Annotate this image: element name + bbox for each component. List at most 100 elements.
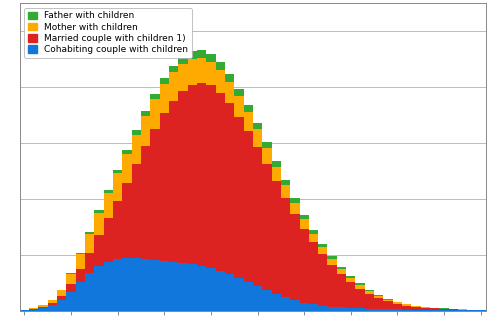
Bar [197,50,206,58]
Bar [318,244,327,247]
Bar [188,264,197,311]
Bar [374,295,383,296]
Bar [169,100,178,262]
Bar [234,96,244,117]
Bar [85,252,94,273]
Bar [197,58,206,83]
Bar [346,276,355,278]
Bar [234,278,244,311]
Bar [337,274,346,307]
Bar [216,62,225,70]
Bar [48,303,57,305]
Bar [355,289,365,308]
Bar [94,267,104,311]
Bar [244,131,253,282]
Bar [29,309,38,310]
Bar [430,310,439,311]
Bar [38,308,48,311]
Bar [327,265,337,307]
Bar [206,54,216,62]
Bar [337,267,346,269]
Bar [66,292,76,311]
Bar [113,200,122,259]
Bar [327,256,337,259]
Bar [290,198,300,203]
Bar [132,130,141,135]
Bar [122,183,132,258]
Bar [449,309,458,310]
Bar [48,300,57,303]
Bar [38,307,48,308]
Bar [188,59,197,85]
Bar [160,113,169,261]
Bar [104,218,113,262]
Bar [94,213,104,235]
Bar [141,116,150,146]
Bar [150,94,160,99]
Bar [206,268,216,311]
Bar [141,259,150,311]
Bar [262,148,272,164]
Bar [234,89,244,96]
Bar [29,310,38,311]
Bar [337,307,346,311]
Bar [346,308,355,311]
Bar [318,254,327,306]
Bar [281,185,290,198]
Bar [262,290,272,311]
Bar [272,167,281,181]
Bar [206,62,216,85]
Bar [355,284,365,285]
Bar [318,306,327,311]
Bar [393,309,402,311]
Bar [355,308,365,311]
Bar [38,305,48,307]
Bar [365,294,374,309]
Bar [272,161,281,167]
Bar [169,66,178,73]
Bar [281,198,290,297]
Bar [225,274,234,311]
Bar [309,242,318,304]
Bar [48,305,57,311]
Bar [57,300,66,311]
Bar [244,105,253,112]
Bar [272,181,281,294]
Bar [253,129,262,147]
Bar [132,135,141,164]
Bar [141,111,150,116]
Bar [355,285,365,289]
Bar [383,300,393,301]
Bar [122,258,132,311]
Bar [66,273,76,274]
Bar [411,306,421,307]
Bar [272,294,281,311]
Bar [411,305,421,306]
Bar [76,282,85,311]
Bar [76,269,85,282]
Bar [113,259,122,311]
Bar [309,234,318,242]
Bar [85,273,94,311]
Bar [300,229,309,302]
Bar [104,190,113,193]
Bar [160,261,169,311]
Bar [57,296,66,300]
Bar [188,51,197,59]
Bar [76,254,85,269]
Bar [225,82,234,103]
Bar [383,301,393,309]
Bar [300,219,309,229]
Bar [113,170,122,173]
Bar [346,282,355,308]
Bar [421,310,430,311]
Bar [374,309,383,311]
Bar [178,57,188,64]
Bar [290,300,300,311]
Bar [216,70,225,93]
Bar [57,290,66,296]
Bar [244,112,253,131]
Bar [216,271,225,311]
Bar [76,253,85,254]
Bar [178,263,188,311]
